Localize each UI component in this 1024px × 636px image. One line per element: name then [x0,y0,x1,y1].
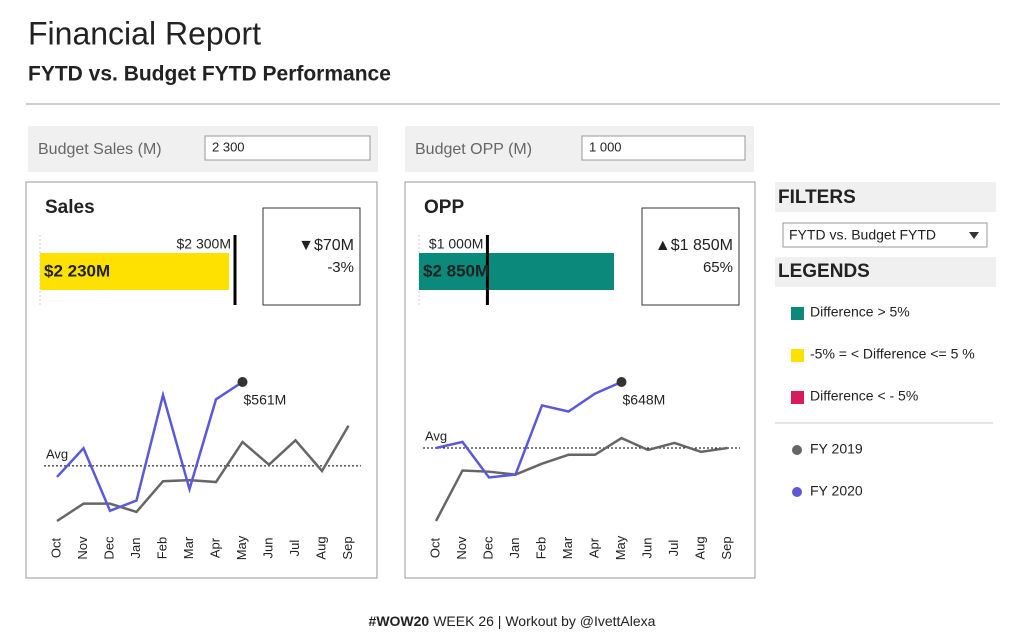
x-tick-label: Oct [427,538,442,559]
target-label: $1 000M [429,236,483,252]
avg-label: Avg [46,446,68,461]
page-title: Financial Report [28,15,261,51]
x-tick-label: Feb [533,537,548,559]
x-tick-label: Jan [128,538,143,559]
x-tick-label: May [613,535,628,560]
series-line [56,380,244,513]
x-tick-label: Nov [454,536,469,560]
footer-tag: #WOW20 [369,613,430,629]
x-tick-label: Feb [154,537,169,559]
x-tick-label: Sep [340,536,355,559]
x-tick-label: Dec [101,536,116,560]
kpi-percent: 65% [703,259,733,276]
x-tick-label: Nov [75,536,90,560]
bullet-bar [40,253,230,290]
filter-value: FYTD vs. Budget FYTD [789,227,936,243]
panel-title: Sales [45,197,95,218]
footer: #WOW20 WEEK 26 | Workout by @IvettAlexa [369,613,656,629]
x-tick-label: Sep [719,536,734,559]
filters-title: FILTERS [778,187,856,208]
x-tick-label: Mar [560,536,575,559]
x-tick-label: Jun [260,538,275,559]
section-header [775,182,996,212]
data-label: $561M [244,392,287,408]
legend-swatch [791,307,804,320]
kpi-percent: -3% [327,259,354,276]
parameter-value: 1 000 [589,139,622,154]
legend-marker [792,445,802,455]
x-tick-label: Dec [480,536,495,560]
legend-label: FY 2020 [810,483,863,499]
series-line [435,380,623,479]
target-label: $2 300M [177,236,231,252]
dropdown-arrow[interactable] [969,232,979,239]
kpi-box [641,207,740,306]
panel-title: OPP [424,197,464,218]
kpi-difference: ▼$70M [298,237,354,254]
legend-label: -5% = < Difference <= 5 % [810,346,975,362]
end-point [237,377,248,387]
end-point [616,377,627,387]
parameter-input[interactable] [204,135,371,161]
kpi-difference: ▲$1 850M [655,237,733,254]
x-tick-label: Jul [287,540,302,557]
x-tick-label: Jan [507,538,522,559]
legend-label: Difference < - 5% [810,388,918,404]
parameter-label: Budget Sales (M) [38,141,162,158]
parameter-value: 2 300 [212,139,245,154]
page-subtitle: FYTD vs. Budget FYTD Performance [28,63,391,86]
panel [404,181,756,579]
legend-swatch [791,349,804,362]
x-tick-label: Oct [48,538,63,559]
legend-label: Difference > 5% [810,304,910,320]
x-tick-label: Jul [666,540,681,557]
bullet-bar [419,253,614,290]
parameter-input[interactable] [581,135,746,161]
value-label: $2 230M [44,261,110,280]
x-tick-label: Mar [181,536,196,559]
x-tick-label: May [234,535,249,560]
x-tick-label: Jun [639,538,654,559]
x-tick-label: Aug [313,536,328,559]
series-line [56,425,350,523]
legend-swatch [791,391,804,404]
legend-label: FY 2019 [810,441,863,457]
x-tick-label: Aug [692,536,707,559]
parameter-label: Budget OPP (M) [415,141,532,158]
avg-label: Avg [425,428,447,443]
data-label: $648M [623,392,666,408]
footer-text: WEEK 26 | Workout by @IvettAlexa [433,613,655,629]
legends-title: LEGENDS [778,261,870,282]
x-tick-label: Apr [586,537,601,558]
x-tick-label: Apr [207,537,222,558]
kpi-box [262,207,361,306]
filter-dropdown[interactable] [782,222,988,248]
panel [25,181,378,579]
section-header [775,257,996,287]
series-line [434,436,728,522]
legend-marker [792,487,802,497]
value-label: $2 850M [423,261,489,280]
